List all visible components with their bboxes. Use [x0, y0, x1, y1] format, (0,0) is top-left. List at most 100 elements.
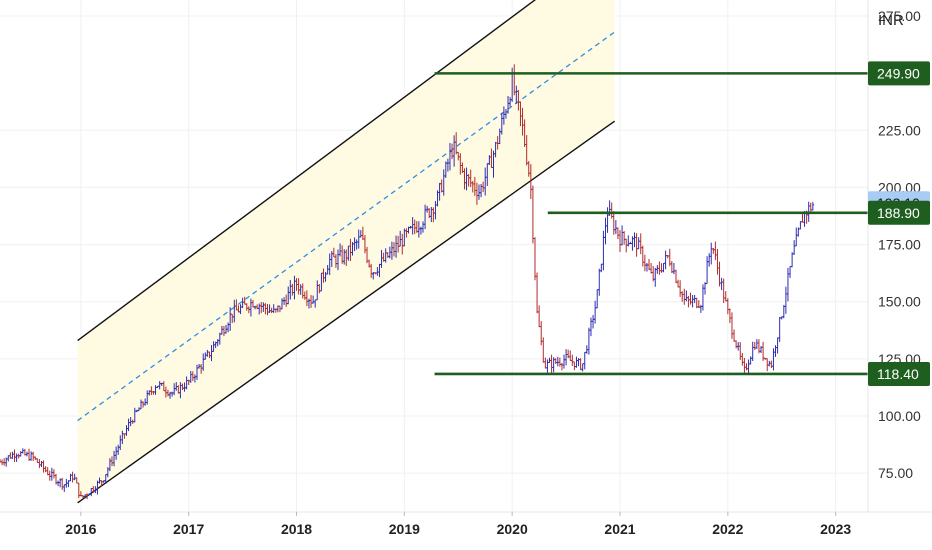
y-tick-label: 225.00: [878, 122, 921, 138]
candle: [653, 267, 657, 287]
svg-text:118.40: 118.40: [877, 366, 919, 382]
candle: [618, 230, 622, 252]
candle: [799, 221, 802, 230]
candle: [784, 286, 788, 314]
candle: [645, 262, 649, 272]
y-tick-label: 175.00: [878, 237, 921, 253]
candle: [11, 451, 14, 459]
candle: [689, 292, 692, 305]
candle: [678, 280, 682, 297]
candle: [602, 230, 605, 271]
candle: [622, 231, 626, 245]
channel-lower-line: [77, 120, 616, 504]
candle: [728, 308, 732, 324]
candle: [25, 451, 29, 457]
candle: [782, 305, 786, 319]
candle: [705, 256, 709, 285]
candle: [753, 341, 757, 350]
candle: [751, 341, 755, 362]
candle: [624, 238, 628, 253]
candle: [639, 233, 643, 255]
candle: [747, 359, 750, 374]
candle: [2, 458, 6, 466]
candle: [550, 354, 553, 373]
candle: [776, 337, 779, 354]
candle: [535, 272, 539, 314]
y-tick-label: 275.00: [878, 8, 921, 24]
candle: [38, 459, 41, 469]
x-tick-label: 2021: [604, 521, 635, 537]
candle: [794, 227, 798, 247]
candle: [50, 467, 54, 481]
candle: [537, 305, 541, 328]
candle: [29, 451, 33, 461]
svg-text:249.90: 249.90: [877, 65, 920, 81]
candle: [676, 279, 680, 288]
candle: [620, 225, 624, 246]
x-tick-label: 2020: [497, 521, 528, 537]
candle: [589, 317, 593, 337]
candle: [778, 316, 781, 342]
candle: [556, 356, 560, 367]
candle: [579, 358, 582, 371]
candle: [786, 267, 790, 302]
candle: [682, 288, 686, 305]
candle: [583, 351, 587, 370]
candle: [6, 455, 10, 462]
candle: [27, 448, 31, 461]
candle: [734, 340, 738, 349]
candle: [581, 363, 584, 372]
currency-label: INR: [878, 12, 904, 29]
price-label-resistance: 188.90: [868, 200, 930, 225]
x-tick-label: 2022: [712, 521, 743, 537]
candle: [15, 453, 18, 462]
candle: [745, 363, 748, 371]
candle: [743, 357, 746, 374]
candle: [707, 253, 711, 267]
candle: [40, 460, 43, 468]
candle: [712, 248, 715, 254]
candle: [672, 262, 676, 275]
candle: [573, 361, 576, 371]
candle: [801, 213, 804, 223]
price-levels: [434, 72, 868, 376]
candle: [720, 277, 723, 291]
candle: [770, 360, 773, 369]
candle: [60, 477, 64, 490]
channel-upper-line: [77, 0, 537, 342]
candle: [591, 315, 595, 329]
svg-text:188.90: 188.90: [877, 205, 920, 221]
candle: [604, 217, 607, 245]
candle: [75, 477, 79, 484]
candles: [0, 64, 815, 500]
x-tick-label: 2019: [389, 521, 420, 537]
y-tick-label: 150.00: [878, 294, 921, 310]
price-label-resistance: 249.90: [868, 61, 930, 86]
candle: [647, 258, 651, 271]
candle: [575, 356, 578, 368]
candle: [662, 262, 665, 273]
candle: [732, 329, 736, 342]
candle: [738, 342, 742, 360]
candle: [709, 242, 713, 265]
candle: [643, 254, 647, 272]
candle: [533, 237, 537, 281]
candle: [788, 266, 792, 278]
candle: [685, 290, 688, 302]
candle: [595, 289, 599, 309]
candle: [593, 300, 597, 324]
candle: [792, 240, 796, 255]
channel-mid-line: [77, 31, 615, 422]
candle: [42, 460, 45, 473]
candle: [62, 484, 66, 492]
candle: [56, 480, 60, 487]
candle: [612, 211, 616, 235]
x-tick-label: 2016: [65, 521, 96, 537]
candle: [658, 261, 661, 275]
candle: [660, 263, 663, 273]
x-tick-label: 2017: [173, 521, 204, 537]
candle: [606, 207, 609, 233]
candle: [680, 291, 684, 302]
x-tick-label: 2018: [281, 521, 312, 537]
